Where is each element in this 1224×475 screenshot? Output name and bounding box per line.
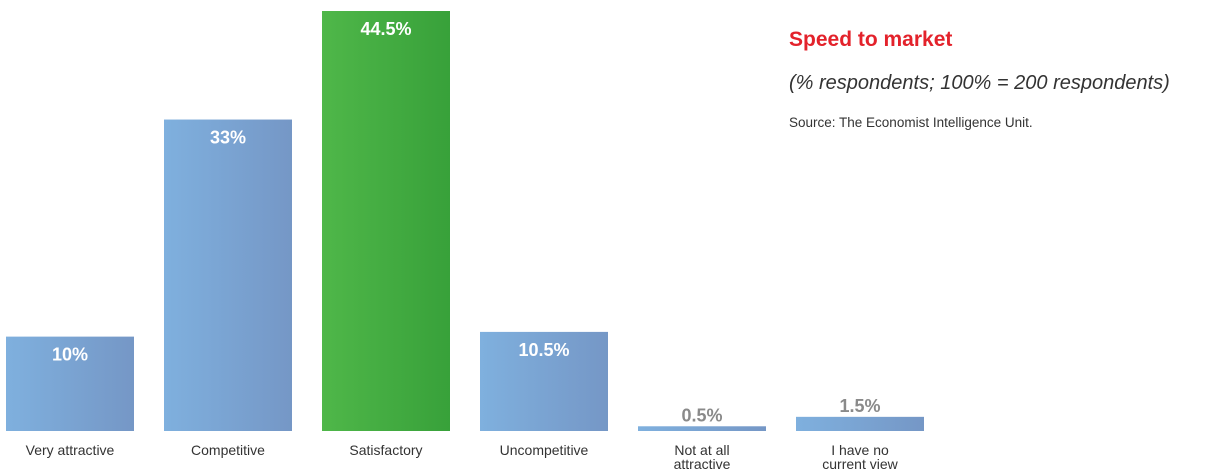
bar-4 [638,426,766,431]
category-label-3: Uncompetitive [500,442,589,458]
value-labels-layer: 10% 33% 44.5% 10.5% 0.5% 1.5% [52,19,881,425]
bar-3 [480,331,608,431]
value-label-0: 10% [52,345,88,365]
value-label-2: 44.5% [360,19,411,39]
bar-5 [796,416,924,431]
bars-layer [6,11,924,431]
chart-title: Speed to market [789,28,953,51]
category-label-1: Competitive [191,442,265,458]
value-label-3: 10.5% [518,340,569,360]
value-label-5: 1.5% [839,396,880,416]
bar-1 [164,119,292,431]
category-label-0: Very attractive [26,442,115,458]
category-labels-layer: Very attractive Competitive Satisfactory Un… [26,442,899,472]
value-label-1: 33% [210,128,246,148]
bar-0 [6,336,134,431]
value-label-4: 0.5% [681,405,722,425]
category-label-2: Satisfactory [349,442,422,458]
category-label-5: I have no current view [822,442,898,472]
chart-source: Source: The Economist Intelligence Unit. [789,115,1033,130]
title-block: Speed to market (% respondents; 100% = 2… [789,28,1219,130]
bar-2 [322,11,450,431]
category-label-4: Not at all attractive [674,442,731,472]
chart-subtitle: (% respondents; 100% = 200 respondents) [789,72,1170,94]
